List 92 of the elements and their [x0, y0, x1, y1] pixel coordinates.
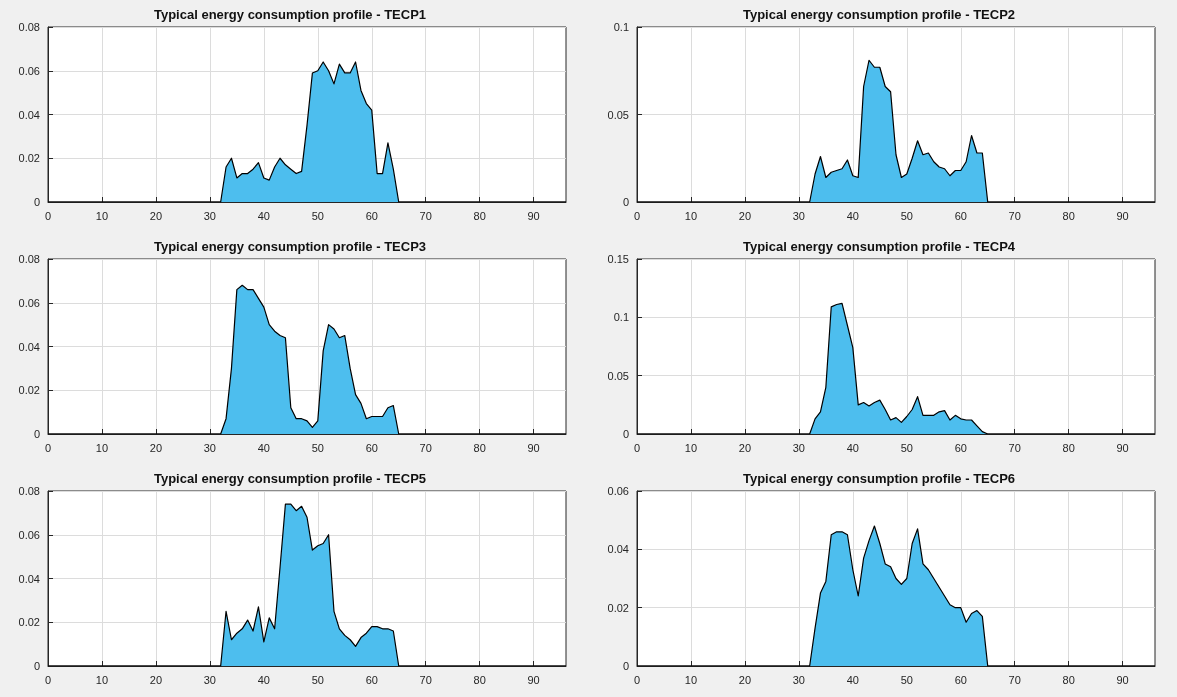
x-tick-label: 80	[1062, 673, 1075, 686]
y-tick-label: 0.08	[18, 485, 40, 497]
x-tick-label: 30	[792, 441, 805, 454]
x-tick-label: 0	[633, 441, 641, 454]
y-tick-label: 0	[622, 660, 629, 672]
chart-title: Typical energy consumption profile - TECP1	[153, 7, 427, 22]
x-tick-label: 30	[792, 209, 805, 222]
x-tick-label: 20	[738, 209, 752, 222]
x-tick-label: 0	[633, 209, 641, 222]
x-tick-label: 30	[792, 673, 805, 686]
x-tick-label: 10	[684, 209, 698, 222]
x-tick-label: 40	[846, 441, 859, 454]
x-tick-label: 60	[954, 209, 967, 222]
chart-title: Typical energy consumption profile - TECP6	[742, 471, 1016, 486]
y-tick-label: 0	[622, 428, 629, 440]
x-tick-label: 40	[846, 209, 859, 222]
x-tick-label: 70	[419, 441, 432, 454]
y-tick-label: 0.02	[18, 384, 40, 397]
x-tick-label: 40	[846, 673, 859, 686]
chart-title: Typical energy consumption profile - TECP3	[153, 239, 427, 254]
y-tick-label: 0.04	[18, 108, 40, 121]
y-tick-label: 0.06	[607, 485, 629, 497]
x-tick-label: 30	[203, 673, 216, 686]
chart-title: Typical energy consumption profile - TECP5	[153, 471, 427, 486]
x-tick-label: 40	[257, 673, 270, 686]
x-tick-label: 70	[1008, 209, 1021, 222]
y-tick-label: 0.06	[18, 296, 40, 309]
x-tick-label: 80	[473, 209, 486, 222]
x-tick-label: 50	[311, 441, 324, 454]
y-tick-label: 0	[33, 660, 40, 672]
x-tick-label: 0	[44, 673, 52, 686]
x-tick-label: 20	[738, 673, 752, 686]
x-tick-label: 20	[149, 441, 163, 454]
x-tick-label: 50	[311, 209, 324, 222]
x-tick-label: 30	[203, 209, 216, 222]
x-tick-label: 40	[257, 209, 270, 222]
y-tick-label: 0.15	[607, 253, 629, 265]
y-tick-label: 0.08	[18, 21, 40, 33]
y-tick-label: 0.02	[607, 601, 629, 614]
y-tick-label: 0.06	[18, 528, 40, 541]
x-tick-label: 20	[149, 673, 163, 686]
x-tick-label: 60	[954, 673, 967, 686]
x-tick-label: 60	[954, 441, 967, 454]
x-tick-label: 60	[365, 209, 378, 222]
x-tick-label: 60	[365, 441, 378, 454]
x-tick-label: 70	[1008, 673, 1021, 686]
x-tick-label: 80	[473, 441, 486, 454]
x-tick-label: 10	[684, 441, 698, 454]
x-tick-label: 60	[365, 673, 378, 686]
x-tick-label: 20	[738, 441, 752, 454]
x-tick-label: 50	[900, 673, 913, 686]
y-tick-label: 0.04	[607, 543, 629, 556]
x-tick-label: 90	[1116, 441, 1129, 454]
x-tick-label: 10	[684, 673, 698, 686]
x-tick-label: 10	[95, 673, 109, 686]
x-tick-label: 10	[95, 209, 109, 222]
x-tick-label: 70	[1008, 441, 1021, 454]
y-tick-label: 0.02	[18, 152, 40, 165]
y-tick-label: 0.04	[18, 572, 40, 585]
y-tick-label: 0	[622, 196, 629, 208]
x-tick-label: 80	[1062, 441, 1075, 454]
y-tick-label: 0	[33, 196, 40, 208]
y-tick-label: 0.1	[613, 311, 629, 324]
x-tick-label: 50	[900, 209, 913, 222]
x-tick-label: 40	[257, 441, 270, 454]
x-tick-label: 20	[149, 209, 163, 222]
x-tick-label: 90	[1116, 209, 1129, 222]
x-tick-label: 90	[527, 209, 540, 222]
x-tick-label: 70	[419, 209, 432, 222]
x-tick-label: 90	[1116, 673, 1129, 686]
x-tick-label: 70	[419, 673, 432, 686]
y-tick-label: 0.08	[18, 253, 40, 265]
x-tick-label: 50	[311, 673, 324, 686]
y-tick-label: 0.1	[613, 21, 629, 33]
x-tick-label: 10	[95, 441, 109, 454]
chart-title: Typical energy consumption profile - TECP4	[742, 239, 1016, 254]
x-tick-label: 0	[44, 441, 52, 454]
y-tick-label: 0.06	[18, 64, 40, 77]
x-tick-label: 30	[203, 441, 216, 454]
x-tick-label: 0	[44, 209, 52, 222]
x-tick-label: 90	[527, 673, 540, 686]
chart-title: Typical energy consumption profile - TECP2	[742, 7, 1016, 22]
x-tick-label: 80	[1062, 209, 1075, 222]
x-tick-label: 0	[633, 673, 641, 686]
x-tick-label: 50	[900, 441, 913, 454]
y-tick-label: 0.05	[607, 108, 629, 121]
x-tick-label: 80	[473, 673, 486, 686]
y-tick-label: 0.04	[18, 340, 40, 353]
y-tick-label: 0.05	[607, 369, 629, 382]
y-tick-label: 0	[33, 428, 40, 440]
y-tick-label: 0.02	[18, 616, 40, 629]
x-tick-label: 90	[527, 441, 540, 454]
